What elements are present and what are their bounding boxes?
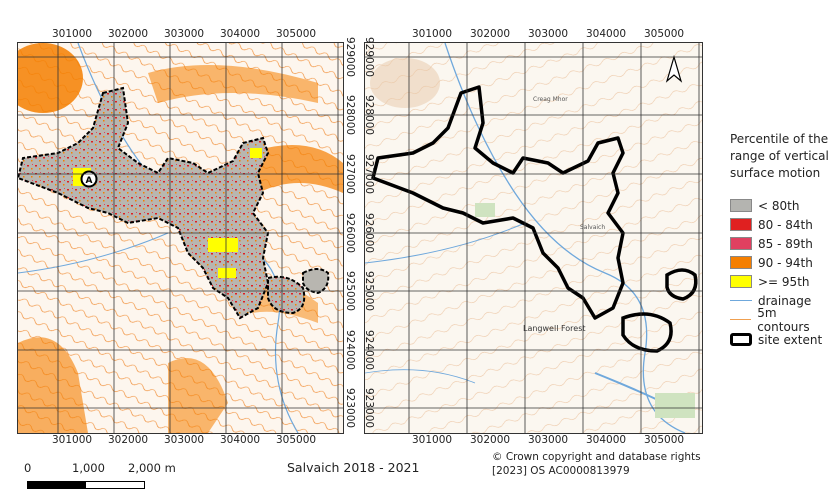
left-x-tick-top: 304000 [220, 28, 261, 40]
right-x-tick-top: 304000 [586, 28, 627, 40]
legend-label: 85 - 89th [758, 236, 813, 251]
marker-a-label: A [86, 176, 93, 186]
legend-swatch [730, 199, 752, 212]
legend-outline-swatch [730, 333, 752, 346]
left-y-tick: 925000 [344, 271, 356, 312]
north-arrow-icon [665, 54, 683, 83]
right-y-tick: 925000 [363, 271, 375, 312]
map-caption: Salvaich 2018 - 2021 [287, 460, 420, 475]
legend-label: < 80th [758, 198, 800, 213]
right-site-extent-se [621, 312, 673, 353]
legend-label: drainage [758, 293, 812, 308]
legend-label: 80 - 84th [758, 217, 813, 232]
right-y-tick: 928000 [363, 95, 375, 136]
right-y-tick: 926000 [363, 213, 375, 254]
legend-item: 85 - 89th [730, 235, 813, 252]
right-x-tick-bottom: 302000 [470, 434, 511, 446]
right-y-tick: 929000 [363, 37, 375, 78]
right-y-tick: 923000 [363, 388, 375, 429]
left-y-tick: 923000 [344, 388, 356, 429]
left-x-tick-bottom: 303000 [164, 434, 205, 446]
site-extent-ne [302, 268, 330, 295]
legend-swatch [730, 256, 752, 269]
left-map-panel[interactable]: A [17, 42, 344, 434]
site-extent-se [267, 275, 306, 315]
marker-a-icon [80, 170, 98, 188]
legend-item: 90 - 94th [730, 254, 813, 271]
legend-item: site extent [730, 331, 822, 348]
legend-item: >= 95th [730, 273, 810, 290]
right-x-tick-top: 301000 [412, 28, 453, 40]
scale-bar [27, 481, 145, 489]
place-label: Creag Mhor [533, 96, 568, 103]
left-y-tick: 924000 [344, 330, 356, 371]
left-x-tick-top: 303000 [164, 28, 205, 40]
right-y-tick: 924000 [363, 330, 375, 371]
left-x-tick-bottom: 301000 [52, 434, 93, 446]
legend-swatch [730, 218, 752, 231]
place-label: Salvaich [580, 224, 605, 231]
scale-label: 1,000 [72, 461, 105, 475]
right-x-tick-bottom: 304000 [586, 434, 627, 446]
right-x-tick-top: 305000 [644, 28, 685, 40]
place-label: Langwell Forest [523, 324, 586, 333]
right-x-tick-bottom: 301000 [412, 434, 453, 446]
right-x-tick-bottom: 305000 [644, 434, 685, 446]
right-site-extent-ne [665, 268, 698, 301]
right-map-canvas: Langwell Forest Creag Mhor Salvaich [365, 43, 702, 433]
copyright-notice: © Crown copyright and database rights [2… [492, 451, 701, 477]
right-x-tick-top: 302000 [470, 28, 511, 40]
legend-label: >= 95th [758, 274, 810, 289]
right-x-tick-top: 303000 [528, 28, 569, 40]
left-map-canvas: A [18, 43, 343, 433]
legend-label: site extent [758, 332, 823, 347]
legend-swatch [730, 275, 752, 288]
left-x-tick-top: 302000 [108, 28, 149, 40]
left-y-tick: 926000 [344, 213, 356, 254]
right-map-panel[interactable]: Langwell Forest Creag Mhor Salvaich [364, 42, 703, 434]
left-y-tick: 929000 [344, 37, 356, 78]
legend-label: 90 - 94th [758, 255, 813, 270]
legend-swatch [730, 237, 752, 250]
legend-item: < 80th [730, 197, 799, 214]
legend-line-swatch [730, 300, 752, 301]
legend-item: 5m contours [730, 306, 830, 334]
legend-label: 5m contours [757, 305, 810, 334]
left-y-tick: 928000 [344, 95, 356, 136]
left-x-tick-top: 301000 [52, 28, 93, 40]
legend-line-swatch [730, 319, 752, 320]
left-x-tick-top: 305000 [276, 28, 317, 40]
legend-title: Percentile of the range of vertical surf… [730, 132, 829, 180]
scale-label: 0 [24, 461, 32, 475]
scale-label: 2,000 m [128, 461, 176, 475]
legend-item: 80 - 84th [730, 216, 813, 233]
left-y-tick: 927000 [344, 154, 356, 195]
right-site-extent-main [371, 85, 625, 320]
left-x-tick-bottom: 304000 [220, 434, 261, 446]
right-y-tick: 927000 [363, 154, 375, 195]
legend-item: drainage [730, 292, 811, 309]
right-x-tick-bottom: 303000 [528, 434, 569, 446]
left-x-tick-bottom: 305000 [276, 434, 317, 446]
left-x-tick-bottom: 302000 [108, 434, 149, 446]
